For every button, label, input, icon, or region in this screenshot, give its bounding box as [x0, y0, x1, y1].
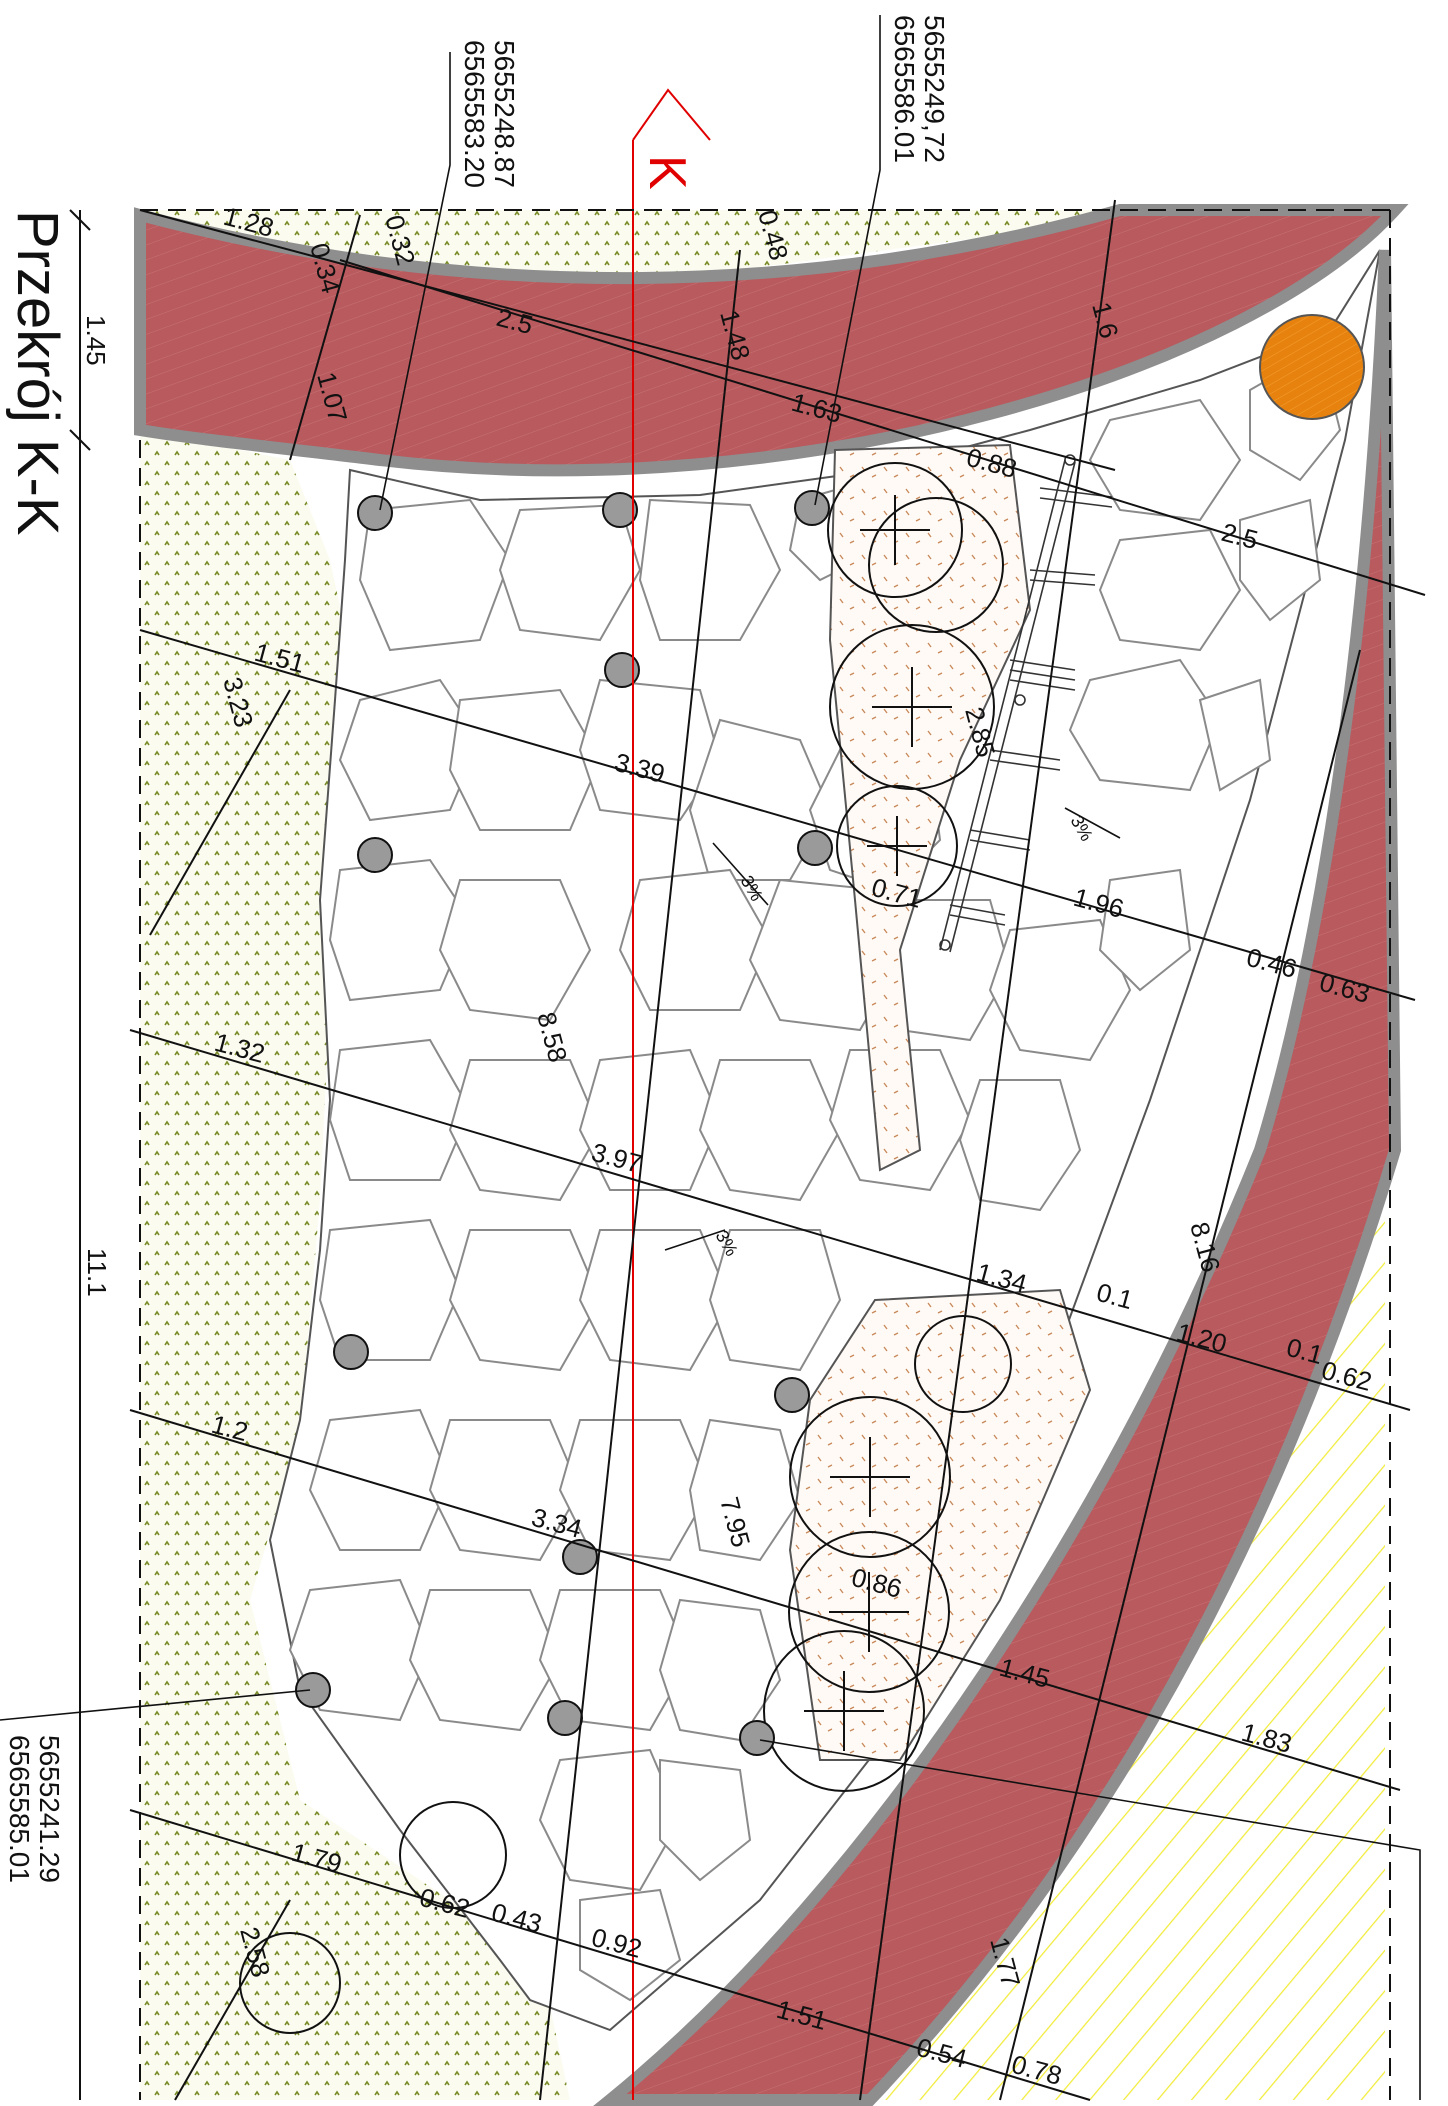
hatched-area [870, 1150, 1385, 2100]
coord-1-x: 5655248.87 [489, 40, 520, 188]
red-path-top [134, 204, 1409, 477]
tree-circles [239, 462, 1012, 2034]
dim-label: 11.1 [82, 1248, 112, 1297]
section-marker-k: K [638, 155, 696, 190]
dimension-lines [69, 199, 1426, 2101]
bollards [295, 490, 833, 1756]
coord-3-x: 5655241.29 [34, 1735, 65, 1883]
dim-label: 1.45 [81, 315, 111, 366]
coord-3-y: 6565585.01 [4, 1735, 35, 1883]
section-arrow [632, 88, 711, 141]
dim-label: 0.1 [1093, 1277, 1136, 1315]
orange-tree [1259, 314, 1365, 420]
coord-2-y: 6565586.01 [889, 15, 920, 163]
section-title: Przekrój K-K [5, 210, 70, 536]
planting-bed-bottom [788, 1288, 1092, 1761]
coord-2-x: 5655249,72 [919, 15, 950, 163]
leader-lines [0, 15, 1421, 2100]
grass-area-left [140, 430, 570, 2100]
dim-label: 8.16 [1184, 1219, 1226, 1276]
stone-pattern [288, 348, 1342, 2002]
coord-1-y: 6565583.20 [459, 40, 490, 188]
planting-bed-top [828, 443, 1032, 1172]
dim-label: 0.46 [1243, 942, 1300, 984]
red-path-right [593, 249, 1402, 2106]
